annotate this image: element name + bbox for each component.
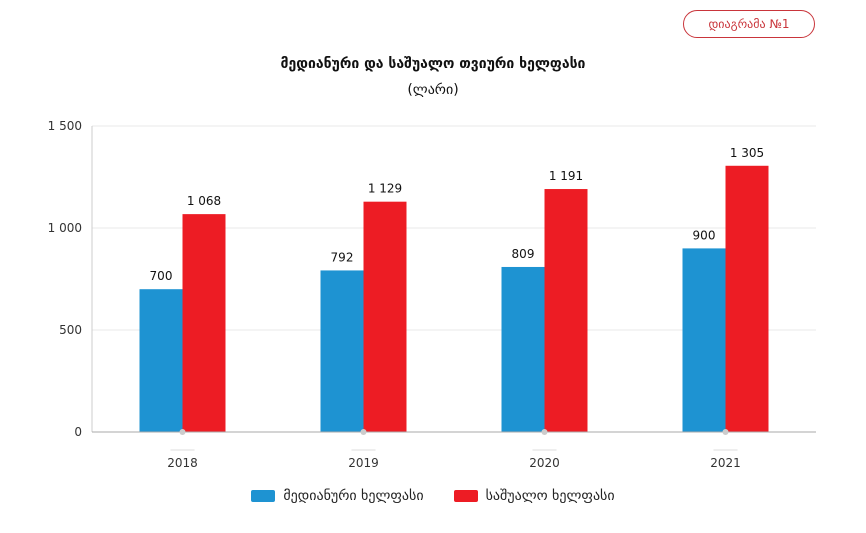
bar	[544, 189, 588, 432]
axis-marker	[179, 429, 186, 435]
data-label: 1 191	[549, 169, 583, 183]
x-tick-label: 2021	[710, 456, 741, 470]
legend-label: მედიანური ხელფასი	[283, 488, 424, 504]
legend-swatch	[251, 490, 276, 502]
y-tick-label: 1 500	[48, 119, 82, 133]
bar	[320, 270, 364, 432]
y-tick-label: 0	[74, 425, 82, 439]
bar	[682, 248, 726, 432]
axis-marker	[360, 429, 367, 435]
chart-subtitle: (ლარი)	[407, 82, 459, 98]
data-label: 1 305	[730, 146, 764, 160]
chart-title: მედიანური და საშუალო თვიური ხელფასი	[280, 56, 586, 72]
data-label: 1 068	[187, 194, 221, 208]
bar	[182, 214, 226, 432]
data-label: 809	[512, 247, 535, 261]
y-tick-label: 500	[59, 323, 82, 337]
bar	[139, 289, 183, 432]
axis-marker	[541, 429, 548, 435]
legend-item-median[interactable]: მედიანური ხელფასი	[251, 488, 424, 504]
legend-swatch	[453, 490, 478, 502]
bar	[363, 201, 407, 432]
data-label: 700	[150, 269, 173, 283]
data-label: 792	[331, 250, 354, 264]
legend: მედიანური ხელფასი საშუალო ხელფასი	[0, 488, 866, 504]
data-label: 1 129	[368, 182, 402, 196]
diagram-1-button[interactable]: დიაგრამა №1	[683, 10, 815, 38]
x-tick-label: 2018	[167, 456, 198, 470]
data-label: 900	[693, 228, 716, 242]
bar	[501, 266, 545, 432]
x-tick-label: 2019	[348, 456, 379, 470]
bar	[725, 165, 769, 432]
legend-label: საშუალო ხელფასი	[485, 488, 615, 504]
y-tick-label: 1 000	[48, 221, 82, 235]
legend-item-average[interactable]: საშუალო ხელფასი	[453, 488, 615, 504]
x-tick-label: 2020	[529, 456, 560, 470]
axis-marker	[722, 429, 729, 435]
